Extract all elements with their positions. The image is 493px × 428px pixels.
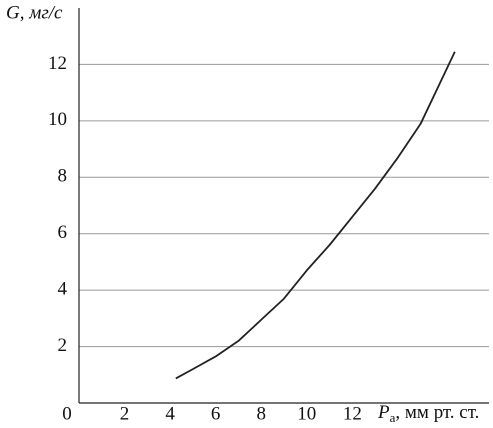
y-tick-label: 10 bbox=[48, 109, 67, 130]
x-axis-subscript: a bbox=[390, 410, 396, 425]
y-tick-label: 2 bbox=[58, 335, 68, 356]
line-series bbox=[175, 51, 456, 380]
y-tick-label: 12 bbox=[48, 53, 67, 74]
y-tick-label: 8 bbox=[58, 166, 68, 187]
x-axis-units: , мм рт. ст. bbox=[395, 402, 479, 423]
y-axis-label: G, мг/с bbox=[6, 2, 63, 23]
x-tick-label: 4 bbox=[165, 403, 175, 424]
x-tick-label: 6 bbox=[211, 403, 221, 424]
x-tick-label: 2 bbox=[120, 403, 130, 424]
y-tick-label: 4 bbox=[58, 279, 68, 300]
x-tick-label: 12 bbox=[343, 403, 362, 424]
x-tick-label: 8 bbox=[256, 403, 266, 424]
x-axis-label: Pa, мм рт. ст. bbox=[377, 402, 479, 425]
y-tick-label: 6 bbox=[58, 222, 68, 243]
x-tick-label: 0 bbox=[62, 403, 72, 424]
x-tick-label: 10 bbox=[297, 403, 316, 424]
x-axis-symbol: P bbox=[377, 402, 390, 423]
